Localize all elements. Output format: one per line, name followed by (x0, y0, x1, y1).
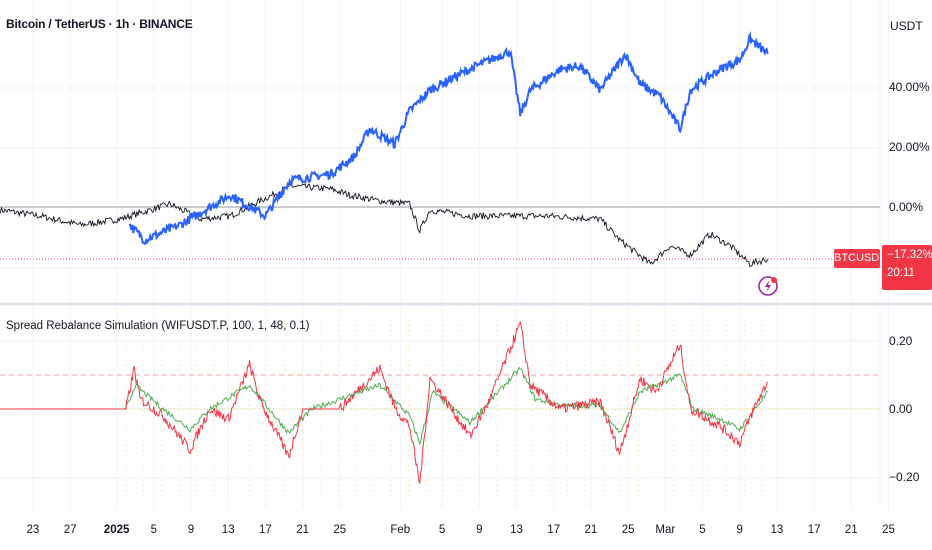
x-tick-label: 5 (151, 524, 157, 536)
y-tick-label: −0.20 (889, 470, 920, 484)
signal-line (0, 366, 768, 446)
comparison-line (128, 30, 769, 245)
x-tick-label: 5 (699, 524, 705, 536)
x-tick-label: 17 (808, 524, 821, 536)
x-tick-label: 21 (585, 524, 598, 536)
y-tick-label: 0.20 (889, 334, 913, 348)
y-tick-label: 20.00% (889, 140, 930, 154)
x-tick-label: 2025 (104, 524, 130, 536)
x-tick-label: 9 (188, 524, 194, 536)
x-tick-label: 25 (333, 524, 346, 536)
price-axis[interactable]: 40.00% 20.00% 0.00% 0.20 0.00 −0.20 (889, 80, 930, 484)
x-tick-label: 25 (622, 524, 635, 536)
x-tick-label: 13 (510, 524, 523, 536)
indicator-title[interactable]: Spread Rebalance Simulation (WIFUSDT.P, … (6, 320, 310, 332)
last-price-tag: −17.32% 20:11 (882, 245, 932, 290)
x-tick-label: Feb (390, 524, 410, 536)
x-tick-label: 17 (547, 524, 560, 536)
x-tick-label: 17 (259, 524, 272, 536)
spread-line (0, 320, 769, 484)
chart-title[interactable]: Bitcoin / TetherUS · 1h · BINANCE (6, 17, 193, 31)
currency-label[interactable]: USDT (890, 19, 923, 33)
x-tick-label: 25 (882, 524, 895, 536)
x-tick-label: 23 (27, 524, 40, 536)
x-tick-label: 13 (771, 524, 784, 536)
x-tick-label: 21 (845, 524, 858, 536)
symbol-tag: BTCUSDT (834, 249, 886, 268)
x-tick-label: 21 (296, 524, 309, 536)
x-tick-label: 5 (439, 524, 445, 536)
time-axis[interactable]: 23 27 2025 5 9 13 17 21 25 Feb 5 9 13 17 21 25 Mar 5 9 13 17… (27, 524, 895, 536)
lightning-icon[interactable] (758, 276, 778, 296)
btc-line (0, 183, 769, 268)
grid (0, 0, 889, 510)
last-change: −17.32% (887, 249, 932, 261)
x-tick-label: 9 (736, 524, 742, 536)
main-pane (0, 30, 880, 268)
x-tick-label: Mar (655, 524, 675, 536)
indicator-pane (0, 320, 880, 484)
bar-countdown: 20:11 (887, 267, 915, 279)
y-tick-label: 0.00 (889, 402, 913, 416)
x-tick-label: 27 (64, 524, 77, 536)
y-tick-label: 40.00% (889, 80, 930, 94)
y-tick-label: 0.00% (889, 200, 923, 214)
x-tick-label: 9 (476, 524, 482, 536)
x-tick-label: 13 (222, 524, 235, 536)
